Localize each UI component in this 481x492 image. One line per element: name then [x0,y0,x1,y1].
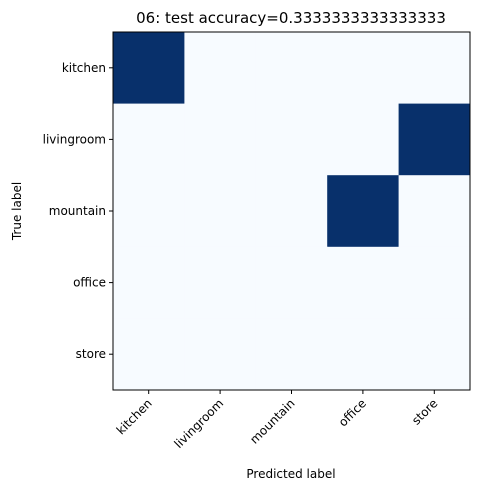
x-tick-label: livingroom [172,396,227,451]
x-tick-label: store [409,396,440,427]
heatmap-cell-livingroom-kitchen [113,103,185,176]
y-axis-ticks: kitchen livingroom mountain office store [43,61,113,361]
heatmap-cell-store-mountain [255,318,328,391]
x-axis-label: Predicted label [246,467,335,481]
heatmap-cell-office-livingroom [184,246,257,319]
heatmap-cell-store-office [327,318,400,391]
heatmap-cell-store-livingroom [184,318,257,391]
y-tick-label: mountain [49,204,106,218]
heatmap-cell-mountain-store [398,175,471,248]
x-axis-ticks: kitchen livingroom mountain office store [114,390,440,451]
y-tick-label: store [76,347,106,361]
heatmap-cell-kitchen-store [398,32,471,105]
heatmap-cell-store-kitchen [113,318,185,391]
heatmap-cell-kitchen-office [327,32,400,105]
heatmap-cell-mountain-mountain [255,175,328,248]
x-tick-label: kitchen [114,396,155,437]
heatmap-cell-office-mountain [255,246,328,319]
heatmap-cell-mountain-kitchen [113,175,185,248]
heatmap-cell-kitchen-livingroom [184,32,257,105]
heatmap-cell-livingroom-store [398,103,471,176]
heatmap-cell-kitchen-mountain [255,32,328,105]
heatmap-cells [113,32,471,391]
y-tick-label: livingroom [43,132,106,146]
heatmap-cell-livingroom-mountain [255,103,328,176]
y-tick-label: kitchen [62,61,106,75]
heatmap-cell-livingroom-livingroom [184,103,257,176]
chart-title: 06: test accuracy=0.3333333333333333 [136,9,446,27]
heatmap-cell-kitchen-kitchen [113,32,185,105]
heatmap-cell-mountain-livingroom [184,175,257,248]
heatmap-cell-office-kitchen [113,246,185,319]
heatmap-cell-office-office [327,246,400,319]
x-tick-label: mountain [247,396,297,446]
y-axis-label: True label [10,182,24,241]
x-tick-label: office [336,396,369,429]
heatmap-cell-store-store [398,318,471,391]
heatmap-cell-office-store [398,246,471,319]
heatmap-cell-livingroom-office [327,103,400,176]
y-tick-label: office [73,276,106,290]
heatmap-cell-mountain-office [327,175,400,248]
